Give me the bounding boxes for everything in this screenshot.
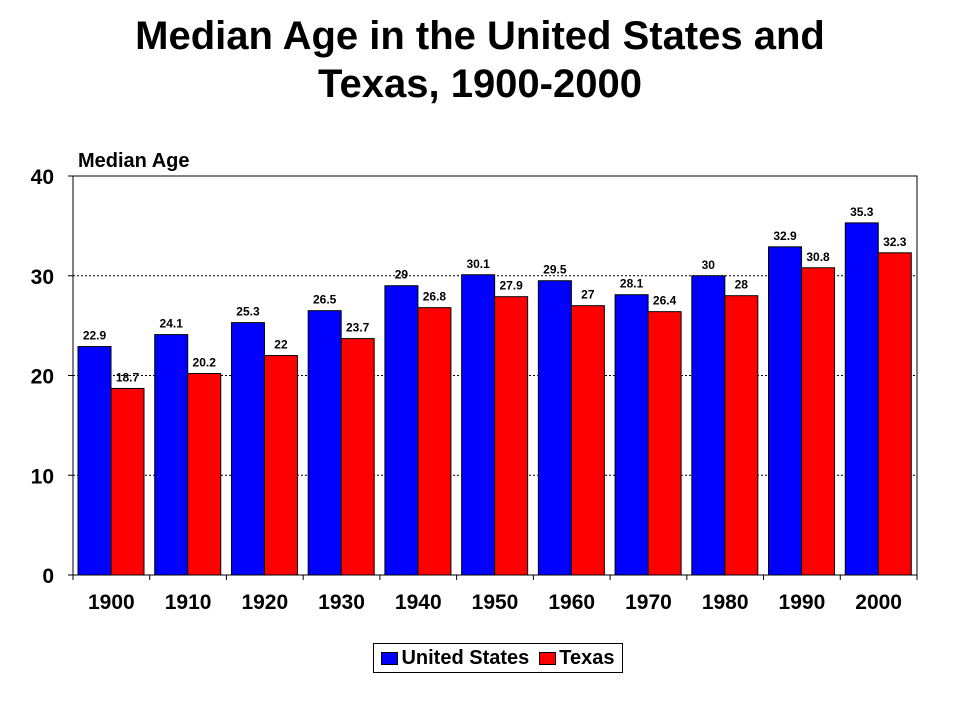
legend-label-united-states: United States — [401, 647, 530, 669]
x-tick-label-1990: 1990 — [779, 591, 826, 614]
legend-item-united-states: United States — [381, 647, 529, 669]
data-label-united-states-2000: 35.3 — [850, 205, 874, 219]
chart-title-line-2: Texas, 1900-2000 — [318, 62, 642, 106]
legend-swatch-united-states — [381, 651, 399, 665]
x-tick-label-1920: 1920 — [241, 591, 288, 614]
data-label-texas-1970: 26.4 — [653, 294, 677, 308]
bar-texas-1950 — [494, 296, 529, 576]
x-tick-label-1900: 1900 — [88, 591, 135, 614]
chart-title-line-1: Median Age in the United States and — [135, 14, 825, 58]
bar-united-states-1950 — [461, 274, 496, 576]
bar-texas-2000 — [877, 252, 912, 576]
x-tick-label-2000: 2000 — [855, 591, 902, 614]
data-label-united-states-1980: 30 — [702, 258, 716, 272]
x-tick-label-1910: 1910 — [165, 591, 212, 614]
legend: United States Texas — [373, 643, 623, 673]
bar-texas-1940 — [417, 307, 452, 576]
y-tick-label-40: 40 — [31, 166, 54, 189]
legend-label-texas: Texas — [559, 647, 615, 669]
x-tick-label-1980: 1980 — [702, 591, 749, 614]
bar-texas-1990 — [801, 267, 836, 576]
y-tick-label-0: 0 — [42, 565, 54, 588]
data-label-united-states-1960: 29.5 — [543, 263, 567, 277]
data-label-united-states-1990: 32.9 — [773, 229, 797, 243]
x-tick-label-1940: 1940 — [395, 591, 442, 614]
bar-united-states-1970 — [614, 294, 649, 576]
legend-item-texas: Texas — [539, 647, 615, 669]
bar-texas-1970 — [647, 311, 682, 576]
data-label-united-states-1920: 25.3 — [236, 305, 260, 319]
bar-texas-1980 — [724, 295, 759, 576]
bar-texas-1910 — [187, 373, 222, 576]
chart-title: Median Age in the United States and Texa… — [0, 12, 960, 108]
data-label-united-states-1950: 30.1 — [466, 257, 490, 271]
bar-united-states-2000 — [844, 222, 879, 576]
data-label-texas-1940: 26.8 — [423, 290, 447, 304]
bar-united-states-1910 — [154, 334, 189, 576]
data-label-united-states-1930: 26.5 — [313, 293, 337, 307]
data-label-texas-1950: 27.9 — [499, 279, 523, 293]
data-label-texas-1910: 20.2 — [193, 356, 217, 370]
data-label-texas-1920: 22 — [274, 338, 288, 352]
data-label-texas-1900: 18.7 — [116, 370, 140, 384]
bar-united-states-1940 — [384, 285, 419, 576]
bar-united-states-1930 — [307, 310, 342, 576]
bar-united-states-1960 — [537, 280, 572, 576]
data-label-texas-1980: 28 — [735, 278, 749, 292]
bar-united-states-1920 — [230, 322, 265, 576]
x-tick-label-1930: 1930 — [318, 591, 365, 614]
x-tick-label-1970: 1970 — [625, 591, 672, 614]
data-label-texas-1930: 23.7 — [346, 321, 370, 335]
bar-texas-1920 — [263, 355, 298, 576]
bar-united-states-1900 — [77, 346, 112, 576]
y-tick-label-20: 20 — [31, 366, 54, 389]
data-label-texas-1990: 30.8 — [806, 250, 830, 264]
x-tick-label-1950: 1950 — [472, 591, 519, 614]
legend-swatch-texas — [539, 651, 557, 665]
y-tick-label-10: 10 — [31, 465, 54, 488]
data-label-united-states-1910: 24.1 — [160, 317, 184, 331]
data-label-texas-1960: 27 — [581, 288, 595, 302]
bar-texas-1900 — [110, 387, 145, 576]
data-label-united-states-1970: 28.1 — [620, 277, 644, 291]
bar-united-states-1980 — [691, 275, 726, 576]
data-label-texas-2000: 32.3 — [883, 235, 907, 249]
data-label-united-states-1900: 22.9 — [83, 329, 107, 343]
bar-texas-1960 — [570, 305, 605, 576]
y-axis-label: Median Age — [78, 150, 190, 172]
x-tick-label-1960: 1960 — [548, 591, 595, 614]
y-tick-label-30: 30 — [31, 266, 54, 289]
data-label-united-states-1940: 29 — [395, 268, 409, 282]
bar-united-states-1990 — [768, 246, 803, 576]
bar-texas-1930 — [340, 338, 375, 576]
